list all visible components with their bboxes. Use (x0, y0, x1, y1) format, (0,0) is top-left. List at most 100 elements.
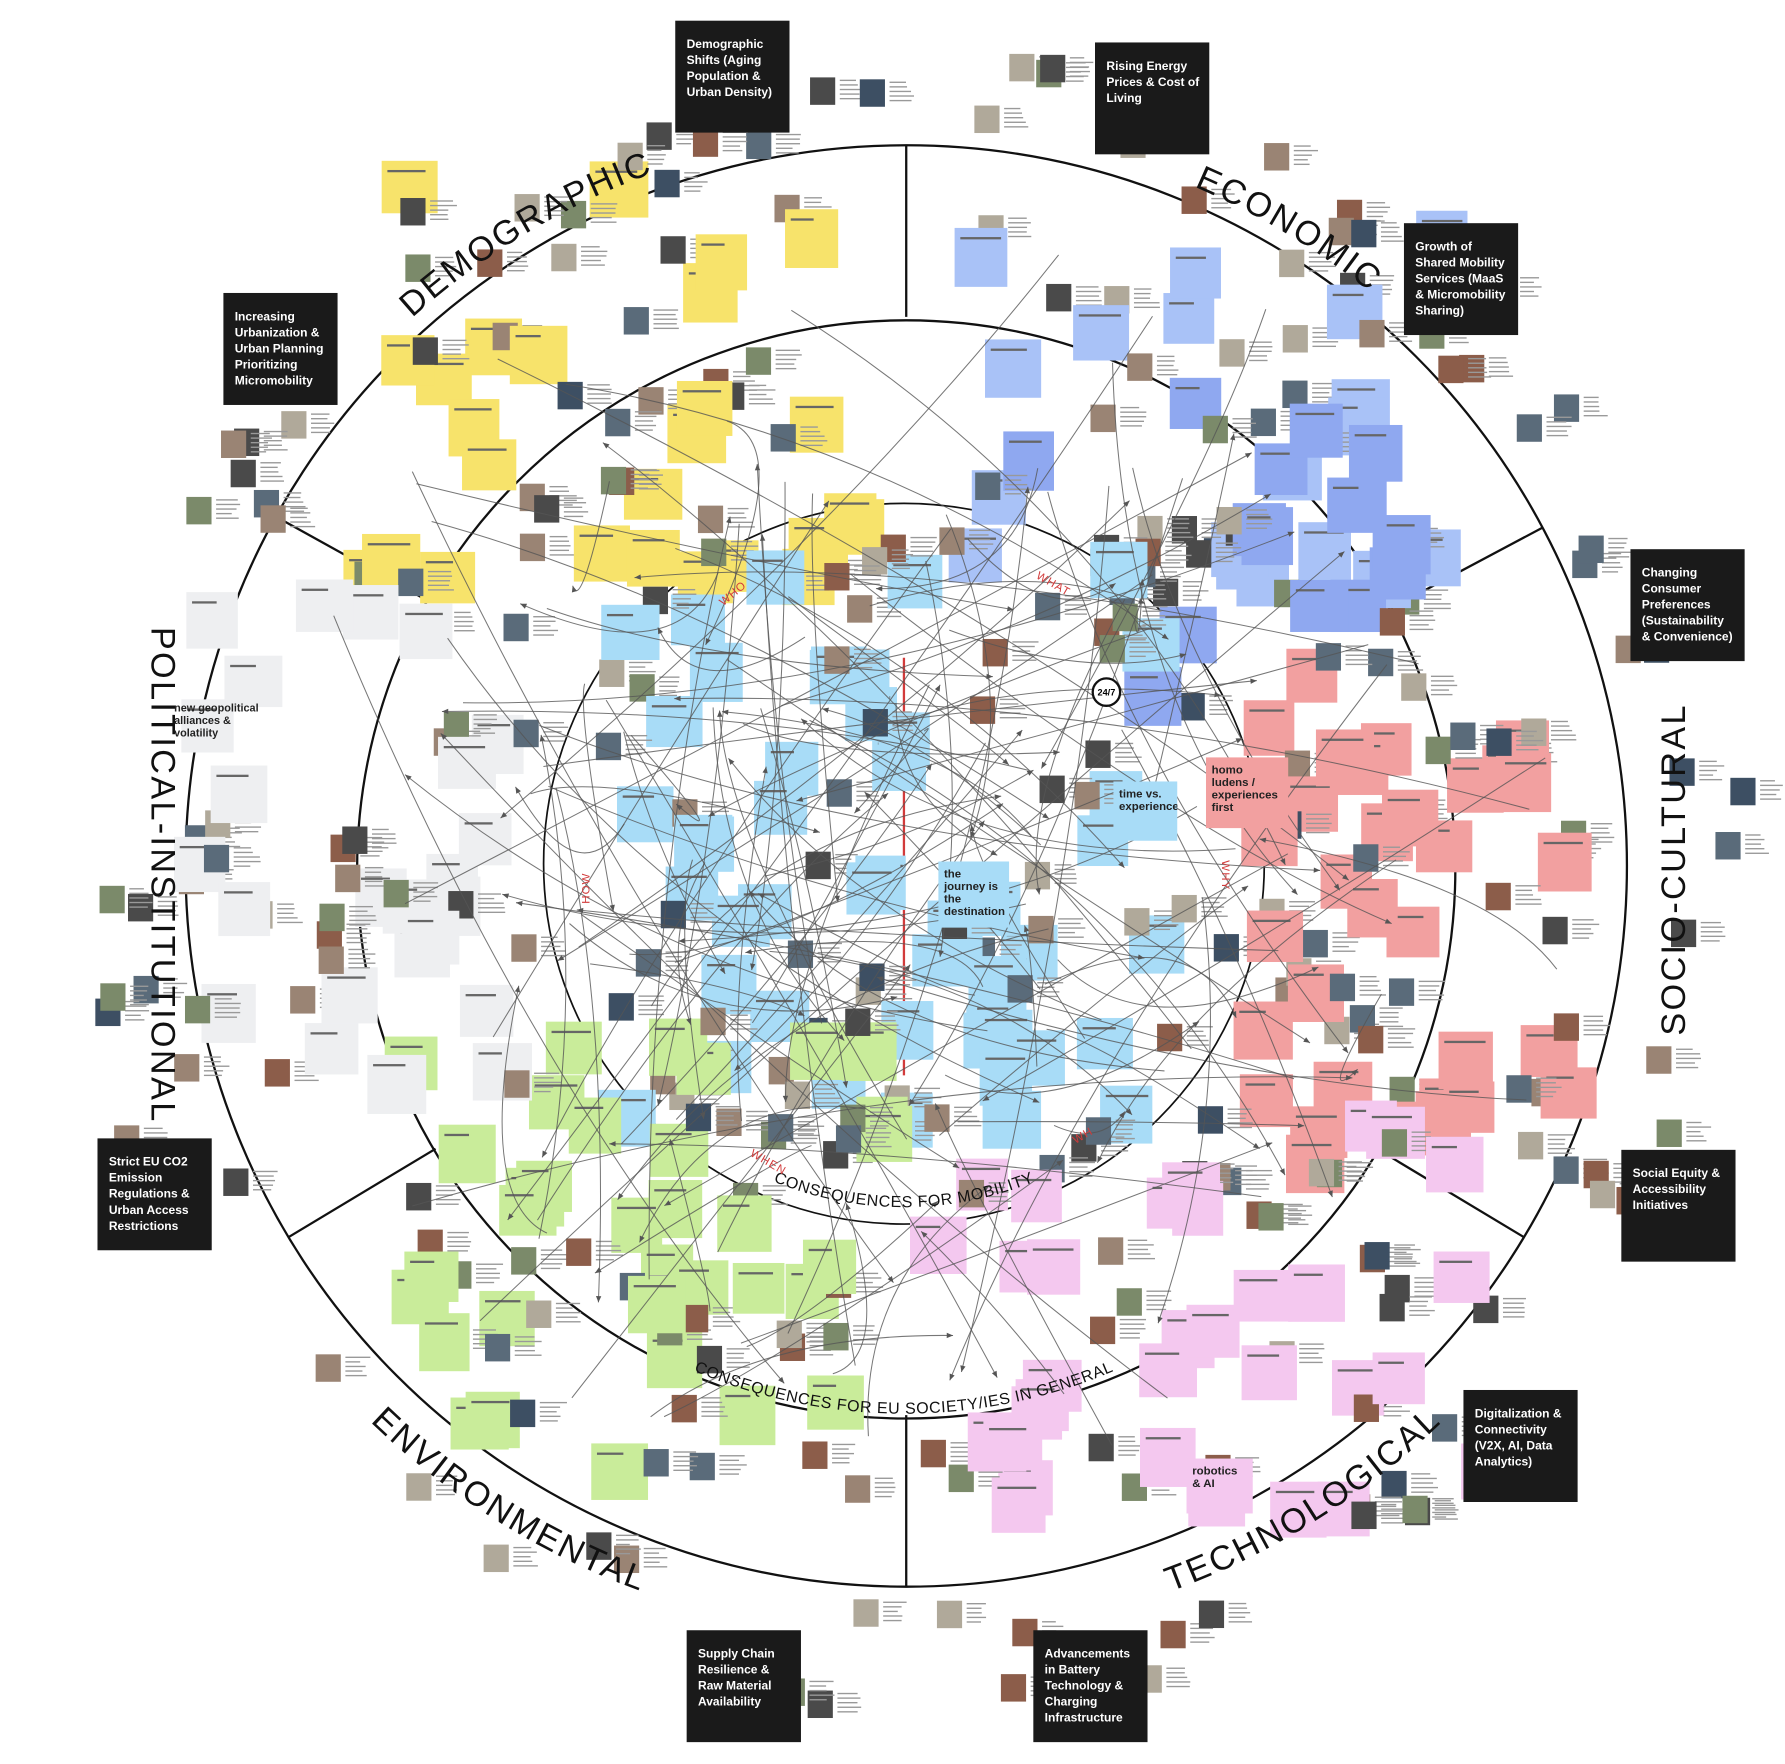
connector (515, 786, 625, 854)
sticky-note (218, 882, 271, 937)
caption-line (1166, 1667, 1185, 1669)
caption-line (712, 1325, 733, 1327)
caption-line (203, 1056, 221, 1058)
caption-line (659, 690, 676, 692)
caption-line (1432, 1511, 1456, 1514)
note: homo ludens / experiences first (1205, 757, 1289, 829)
caption-line (673, 1460, 694, 1462)
note-line (1439, 1260, 1473, 1263)
image-thumb (1401, 673, 1427, 701)
caption-line (253, 1189, 272, 1191)
caption-line (595, 1254, 624, 1256)
caption-line (1414, 1286, 1435, 1288)
caption-line (543, 731, 562, 733)
driver-card: Demographic Shifts (Aging Population & U… (675, 20, 790, 133)
caption-line (969, 547, 988, 550)
caption-line (837, 1701, 858, 1704)
caption-line (1432, 1516, 1447, 1518)
caption-line (966, 1612, 982, 1614)
caption-line (533, 620, 556, 622)
arrow-head (721, 709, 729, 715)
caption-line (1201, 522, 1227, 525)
caption-line (1455, 752, 1476, 755)
image-thumb (400, 198, 426, 226)
caption-line (809, 1349, 831, 1351)
arrow-head (669, 1139, 675, 1146)
caption-line (1209, 699, 1233, 702)
connector (650, 795, 1002, 1007)
caption-line (472, 1347, 497, 1349)
caption-line (1515, 889, 1532, 892)
caption-line (1154, 924, 1179, 926)
caption-line (541, 945, 561, 948)
caption-line (954, 1124, 982, 1127)
caption-line (163, 987, 178, 989)
caption-line (311, 431, 331, 434)
sticky-note (399, 603, 453, 660)
caption-line (463, 730, 481, 732)
note-line (701, 243, 725, 246)
caption-line (892, 715, 918, 718)
caption-line (1004, 107, 1021, 110)
caption-line (1235, 1165, 1258, 1167)
caption-line (817, 961, 841, 963)
caption-line (722, 140, 748, 143)
caption-line (541, 941, 565, 943)
caption-line (294, 1075, 315, 1077)
connector (728, 757, 1102, 1021)
driver-text: Growth of Shared Mobility Services (MaaS… (1403, 223, 1519, 336)
note: robotics & AI (1186, 1458, 1253, 1514)
note-line (1167, 1319, 1205, 1322)
image-thumb (692, 129, 719, 157)
caption-line (1700, 940, 1720, 942)
caption-line (854, 666, 873, 669)
caption-line (1345, 645, 1365, 647)
caption-line (454, 611, 471, 614)
caption-line (476, 1268, 497, 1270)
caption-line (1249, 341, 1272, 343)
caption-line (1338, 1165, 1357, 1168)
note-line (1095, 780, 1123, 783)
caption-line (762, 1189, 786, 1192)
arrow-head (405, 774, 412, 781)
caption-line (1515, 898, 1542, 901)
caption-line (1546, 421, 1567, 423)
image-thumb (1379, 1293, 1405, 1322)
arrow-head (778, 1376, 785, 1384)
caption-line (590, 216, 612, 219)
connector (712, 707, 845, 1041)
caption-line (539, 1415, 561, 1418)
caption-line (1448, 337, 1467, 339)
caption-line (364, 866, 384, 869)
caption-line (1215, 556, 1235, 558)
arrow-head (1235, 738, 1243, 744)
caption-line (543, 726, 569, 728)
caption-line (892, 729, 914, 731)
caption-line (506, 265, 529, 267)
caption-line (699, 1098, 717, 1100)
caption-line (1166, 1685, 1190, 1688)
image-thumb (1181, 186, 1207, 214)
caption-line (837, 1697, 861, 1699)
caption-line (1382, 860, 1403, 862)
sticky-note (1327, 477, 1387, 533)
sticky-note (295, 579, 354, 632)
caption-line (719, 1468, 741, 1471)
caption-line (216, 512, 232, 515)
caption-line (1383, 1415, 1402, 1417)
note-line (790, 218, 814, 221)
connector (960, 485, 1110, 1373)
caption-line (1374, 1510, 1403, 1512)
caption-line (1119, 1323, 1145, 1325)
caption-line (950, 1446, 975, 1449)
caption-line (1118, 1449, 1140, 1452)
note-line (574, 1106, 604, 1110)
caption-line (625, 734, 648, 737)
caption-line (1520, 277, 1540, 279)
connector (748, 890, 1165, 1072)
caption-line (476, 1281, 495, 1284)
arrow-head (881, 793, 889, 800)
caption-line (910, 555, 933, 557)
image-thumb (810, 77, 836, 105)
connector (500, 254, 1060, 819)
